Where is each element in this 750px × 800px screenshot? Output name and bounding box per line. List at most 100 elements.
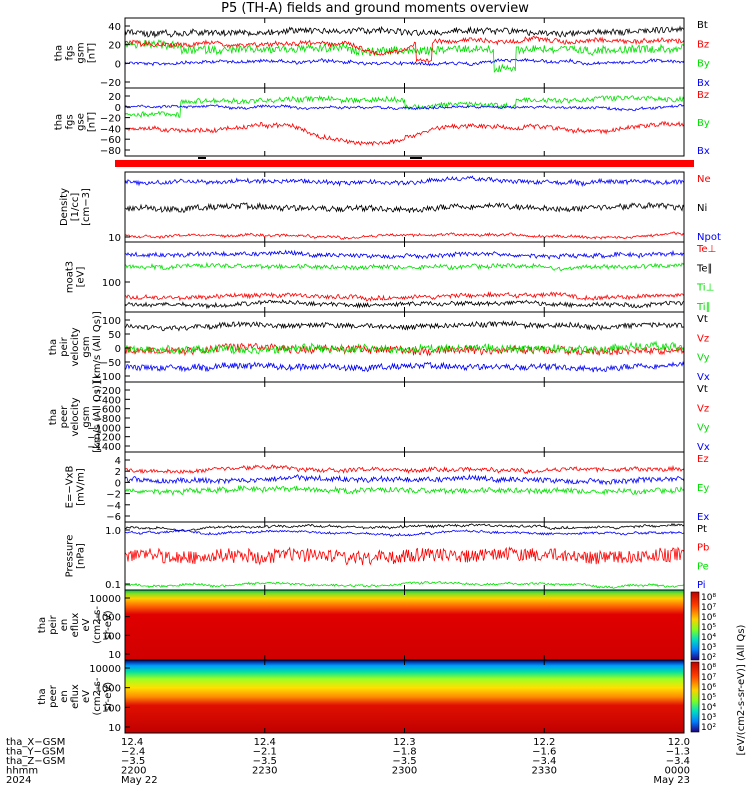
series-line-ex (124, 473, 685, 486)
y-tick-label: −6 (106, 512, 121, 523)
y-label-line: (cm2-s- (92, 677, 103, 715)
y-label-line: [1/cc] (70, 193, 81, 222)
y-label-line: E=−VxB (65, 466, 76, 509)
x-axis-value: −2.4 (121, 747, 145, 758)
series-line-ey (124, 484, 685, 497)
series-line-vy (124, 340, 685, 355)
series-line-npot (124, 175, 685, 188)
series-line-bz (124, 35, 685, 64)
series-line-bx (124, 104, 685, 112)
series-line-bt (124, 25, 685, 39)
legend-entry: Te∥ (696, 263, 713, 274)
y-label-line: [nT] (87, 112, 98, 132)
y-tick-label: 50 (108, 330, 121, 341)
x-axis-value: May 22 (121, 775, 158, 786)
x-axis-row-label: tha_X−GSM (6, 737, 65, 748)
y-tick-label: 100 (102, 316, 121, 327)
series-line-pb (124, 546, 685, 566)
y-label-line: eflux (70, 684, 81, 709)
y-axis-label-3: Density [1/cc] [cm−3] (59, 188, 92, 226)
y-tick-label: −1000 (87, 423, 121, 434)
x-axis-value: 2330 (532, 766, 557, 777)
y-tick-label: 40 (108, 22, 121, 33)
x-axis-value: 12.2 (533, 737, 555, 748)
panel-7-traces (124, 464, 685, 497)
y-tick-label: −600 (94, 405, 121, 416)
series-line-vx (124, 361, 685, 373)
y-tick-label: −80 (100, 146, 121, 157)
y-label-line: gsm (81, 406, 92, 427)
y-tick-label: −40 (100, 124, 121, 135)
y-label-line: tha (37, 617, 48, 633)
series-line-ti-perp (124, 261, 685, 272)
y-label-line: [cm−3] (81, 188, 92, 226)
x-axis-row-label: tha_Y−GSM (6, 747, 65, 758)
panel-frame (124, 311, 685, 383)
y-label-line: Pressure (65, 535, 76, 578)
y-label-line: tha (48, 409, 59, 425)
legend-entry: By (697, 59, 710, 70)
y-label-line: tha (37, 688, 48, 704)
y-label-line: [mV/m] (76, 468, 87, 506)
y-label-line: (cm2-s- (92, 606, 103, 644)
legend-entry: Ti⊥ (696, 283, 714, 294)
y-tick-label: 1000 (96, 684, 121, 695)
y-tick-label: 100 (102, 703, 121, 714)
panel-frame (124, 17, 685, 89)
y-tick-label: 1.0 (105, 526, 121, 537)
x-axis-value: −3.5 (253, 756, 277, 767)
colorbar-top (690, 591, 700, 661)
y-label-line: fgs (65, 114, 76, 129)
legend-entry: Bx (697, 78, 710, 89)
y-tick-label: 100 (102, 278, 121, 289)
spectrogram-2 (125, 660, 684, 733)
x-axis-value: −1.8 (392, 747, 416, 758)
x-axis-value: −1.6 (532, 747, 556, 758)
panel-frame (124, 87, 685, 157)
colorbar-tick: 10⁴ (701, 633, 716, 643)
panel-8-traces (124, 522, 685, 589)
legend-entry: Vy (697, 353, 710, 364)
y-label-line: eflux (70, 613, 81, 638)
legend-entry: Vx (697, 442, 710, 453)
legend-entry: Vz (697, 403, 709, 414)
colorbar-tick: 10³ (701, 643, 716, 653)
y-axis-label-7: E=−VxB [mV/m] (65, 466, 87, 509)
y-tick-label: 4 (115, 456, 121, 467)
y-label-line: [km/s (All Qs)] (92, 381, 103, 453)
data-coverage-bar (115, 160, 694, 167)
legend-entry: Bz (697, 39, 709, 50)
x-axis-value: 12.0 (668, 737, 690, 748)
legend-entry: Vt (697, 384, 708, 395)
panel-4-traces (124, 249, 685, 310)
legend-entry: Ne (697, 174, 711, 185)
panel-frame (124, 451, 685, 523)
y-label-line: eV (81, 690, 92, 703)
y-label-line: tha (48, 339, 59, 355)
legend-entry: By (697, 118, 710, 129)
y-tick-label: −800 (94, 414, 121, 425)
legend-entry: Vz (697, 333, 709, 344)
y-tick-label: −200 (94, 386, 121, 397)
colorbar-tick: 10⁵ (701, 693, 716, 703)
panel-5-traces (124, 320, 685, 373)
y-axis-label-8: Pressure [nPa] (65, 535, 87, 578)
y-label-line: tha (54, 114, 65, 130)
colorbar-tick: 10⁷ (701, 603, 716, 613)
y-label-line: velocity (70, 397, 81, 436)
legend-entry: Ni (697, 203, 707, 214)
y-tick-label: −60 (100, 135, 121, 146)
y-label-line: gse (76, 113, 87, 131)
y-label-line: en (59, 619, 70, 632)
series-line-by (124, 94, 685, 118)
y-axis-label-5: tha peir velocity gsm [km/s (All Qs)] (48, 311, 103, 383)
panel-frame (124, 241, 685, 313)
series-line-pe (124, 581, 685, 589)
y-label-line: eV (81, 618, 92, 631)
x-axis-value: 0000 (665, 766, 690, 777)
legend-entry: Ex (697, 512, 709, 523)
legend-entry: Pt (697, 524, 707, 535)
spectrogram-1 (125, 590, 684, 660)
y-label-line: moat3 (65, 261, 76, 293)
